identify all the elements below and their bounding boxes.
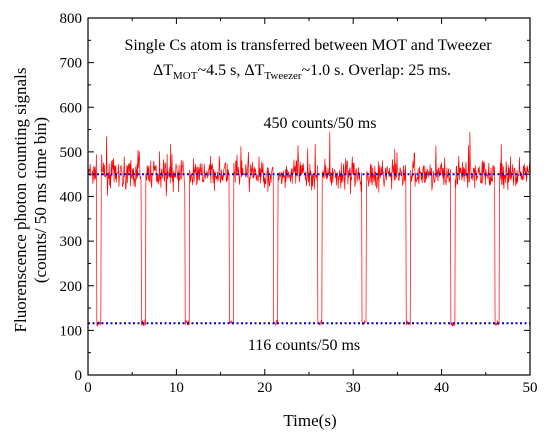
x-axis-title: Time(s) <box>283 411 336 430</box>
low-level-label: 116 counts/50 ms <box>248 337 360 354</box>
y-tick-label: 600 <box>60 100 83 116</box>
delta-t-tweezer-subscript: Tweezer <box>264 70 301 82</box>
reference-lines <box>88 173 530 325</box>
x-tick-label: 0 <box>84 380 92 396</box>
x-tick-label: 20 <box>257 380 272 396</box>
x-tick-label: 10 <box>169 380 184 396</box>
overlap-text: ~1.0 s. Overlap: 25 ms. <box>302 62 452 79</box>
annotation-title-line: Single Cs atom is transferred between MO… <box>124 37 492 54</box>
y-axis-title-line2: (counts/ 50 ms time bin) <box>31 117 50 283</box>
x-tick-label: 30 <box>346 380 361 396</box>
signal-trace <box>87 131 531 328</box>
y-tick-label: 500 <box>60 145 83 161</box>
delta-t-mot-prefix: ΔT <box>153 62 173 79</box>
y-tick-label: 700 <box>60 56 83 72</box>
y-tick-label: 800 <box>60 11 83 27</box>
delta-t-mot-subscript: MOT <box>173 70 198 82</box>
y-tick-label: 200 <box>60 279 83 295</box>
series-layer <box>87 131 531 328</box>
y-tick-label: 0 <box>75 368 83 384</box>
x-tick-label: 50 <box>523 380 538 396</box>
delta-t-tweezer-prefix: ~4.5 s, ΔT <box>197 62 264 79</box>
y-tick-label: 300 <box>60 234 83 250</box>
y-tick-label: 400 <box>60 190 83 206</box>
y-tick-label: 100 <box>60 323 83 339</box>
x-tick-label: 40 <box>434 380 449 396</box>
annotation-delta-line: ΔTMOT~4.5 s, ΔTTweezer~1.0 s. Overlap: 2… <box>153 62 451 82</box>
high-level-label: 450 counts/50 ms <box>264 115 377 132</box>
y-axis-title-line1: Fluorenscence photon counting signals <box>11 68 30 333</box>
